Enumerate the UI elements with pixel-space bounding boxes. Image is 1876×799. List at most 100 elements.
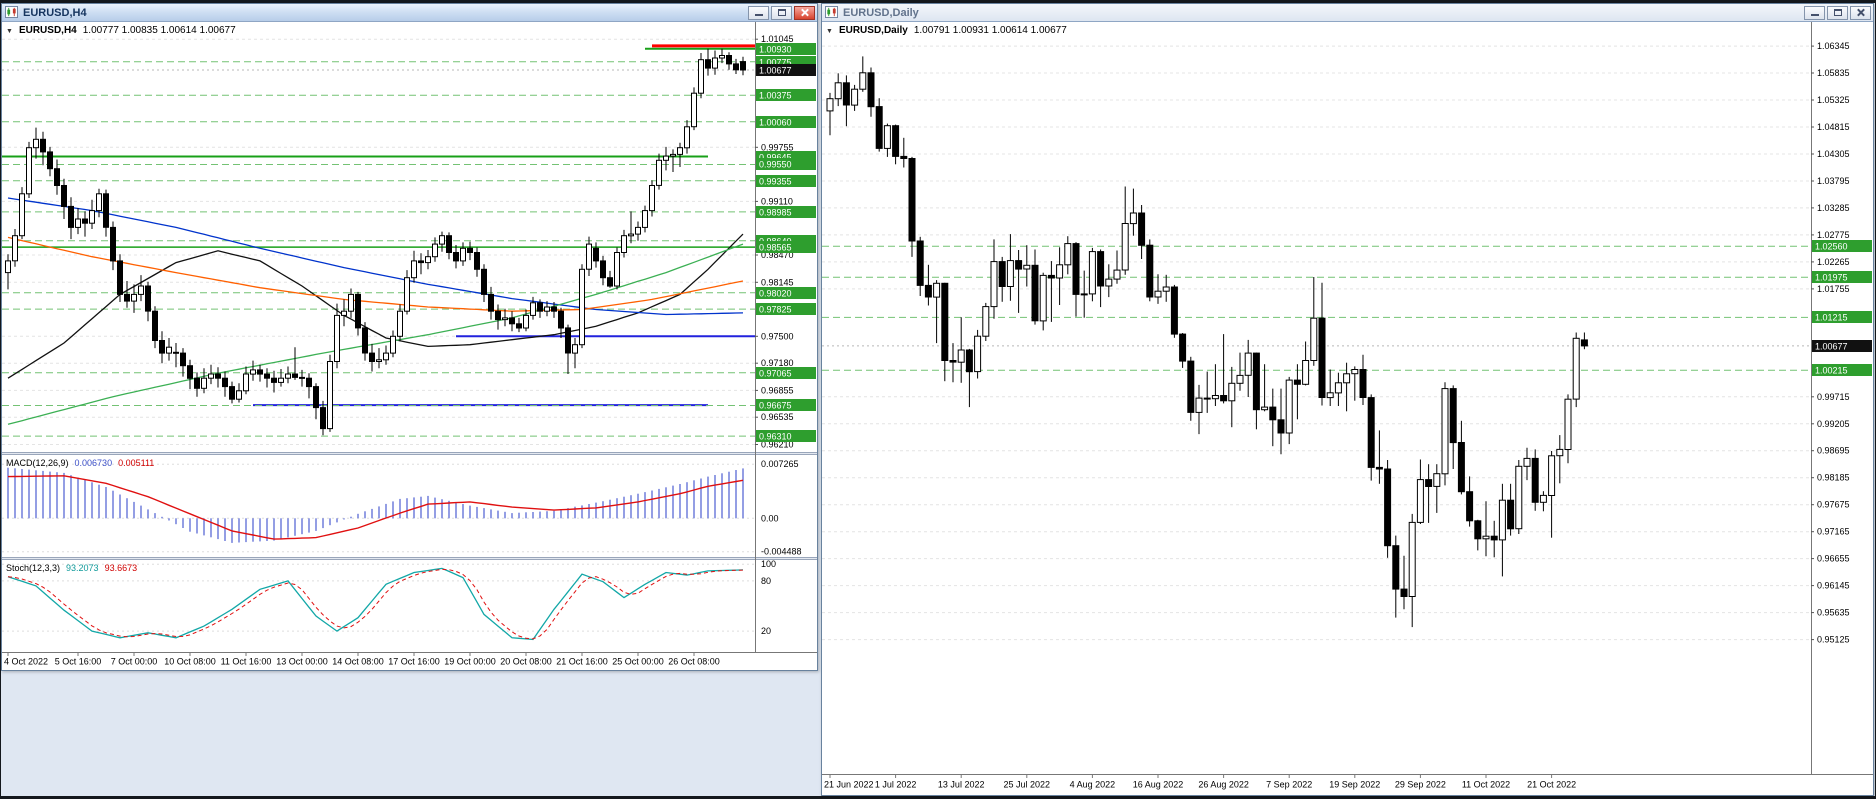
- window-title-daily: EURUSD,Daily: [843, 6, 919, 19]
- svg-text:0.96310: 0.96310: [759, 432, 792, 442]
- svg-text:1.05325: 1.05325: [1817, 95, 1850, 105]
- svg-text:0.97065: 0.97065: [759, 369, 792, 379]
- close-button[interactable]: [1850, 5, 1871, 20]
- macd-pane-separator[interactable]: [2, 452, 817, 455]
- chart-window-icon: [5, 6, 19, 19]
- svg-text:1.00775: 1.00775: [759, 58, 792, 68]
- svg-text:0.98695: 0.98695: [1817, 446, 1850, 456]
- svg-text:0.98985: 0.98985: [759, 208, 792, 218]
- svg-text:0.96855: 0.96855: [761, 385, 794, 395]
- svg-text:0.99755: 0.99755: [761, 142, 794, 152]
- maximize-button[interactable]: [771, 5, 792, 20]
- svg-text:1.04305: 1.04305: [1817, 149, 1850, 159]
- svg-text:0.96535: 0.96535: [761, 412, 794, 422]
- daily-time-scale[interactable]: [822, 775, 1811, 795]
- svg-text:25 Jul 2022: 25 Jul 2022: [1004, 780, 1051, 790]
- h4-time-scale[interactable]: [2, 652, 755, 670]
- svg-text:21 Oct 16:00: 21 Oct 16:00: [556, 657, 608, 667]
- svg-text:4 Oct 2022: 4 Oct 2022: [4, 657, 48, 667]
- svg-text:0.95125: 0.95125: [1817, 635, 1850, 645]
- svg-text:0.00: 0.00: [761, 513, 779, 523]
- maximize-icon: [777, 9, 786, 16]
- svg-text:1.04815: 1.04815: [1817, 122, 1850, 132]
- svg-text:0.97165: 0.97165: [1817, 527, 1850, 537]
- svg-text:1.01755: 1.01755: [1817, 284, 1850, 294]
- svg-text:1.02775: 1.02775: [1817, 230, 1850, 240]
- svg-text:80: 80: [761, 576, 771, 586]
- svg-text:0.96210: 0.96210: [761, 439, 794, 449]
- svg-text:1.03795: 1.03795: [1817, 176, 1850, 186]
- svg-text:20: 20: [761, 626, 771, 636]
- svg-text:1.00215: 1.00215: [1815, 366, 1848, 376]
- maximize-icon: [1833, 9, 1842, 16]
- daily-price-scale[interactable]: [1811, 22, 1873, 775]
- svg-text:1.01045: 1.01045: [761, 34, 794, 44]
- svg-text:1.03285: 1.03285: [1817, 203, 1850, 213]
- svg-text:0.98470: 0.98470: [761, 250, 794, 260]
- svg-text:11 Oct 16:00: 11 Oct 16:00: [221, 657, 272, 667]
- svg-text:1.02560: 1.02560: [1815, 242, 1848, 252]
- stoch-pane-separator[interactable]: [2, 557, 817, 560]
- svg-text:0.96655: 0.96655: [1817, 554, 1850, 564]
- svg-text:1.02265: 1.02265: [1817, 257, 1850, 267]
- minimize-icon: [754, 10, 763, 16]
- svg-text:0.96675: 0.96675: [759, 401, 792, 411]
- svg-text:0.97825: 0.97825: [759, 305, 792, 315]
- svg-text:4 Aug 2022: 4 Aug 2022: [1070, 780, 1116, 790]
- svg-text:1.05835: 1.05835: [1817, 68, 1850, 78]
- svg-text:7 Oct 00:00: 7 Oct 00:00: [111, 657, 158, 667]
- svg-text:13 Oct 00:00: 13 Oct 00:00: [276, 657, 328, 667]
- svg-text:0.99110: 0.99110: [761, 196, 793, 206]
- close-icon: [800, 8, 809, 17]
- maximize-button[interactable]: [1827, 5, 1848, 20]
- svg-text:0.98145: 0.98145: [761, 277, 794, 287]
- svg-text:1.00375: 1.00375: [759, 91, 792, 101]
- close-button[interactable]: [794, 5, 815, 20]
- minimize-button[interactable]: [1804, 5, 1825, 20]
- minimize-button[interactable]: [748, 5, 769, 20]
- chart-window-icon: [825, 6, 839, 19]
- h4-chart-area[interactable]: ▼ EURUSD,H4 1.00777 1.00835 1.00614 1.00…: [2, 22, 817, 670]
- svg-text:10 Oct 08:00: 10 Oct 08:00: [164, 657, 216, 667]
- svg-text:100: 100: [761, 559, 776, 569]
- svg-text:14 Oct 08:00: 14 Oct 08:00: [332, 657, 384, 667]
- svg-text:11 Oct 2022: 11 Oct 2022: [1462, 780, 1510, 790]
- svg-text:19 Oct 00:00: 19 Oct 00:00: [444, 657, 496, 667]
- svg-text:0.99205: 0.99205: [1817, 419, 1850, 429]
- svg-text:5 Oct 16:00: 5 Oct 16:00: [55, 657, 102, 667]
- svg-text:0.98020: 0.98020: [759, 289, 792, 299]
- svg-text:1.00677: 1.00677: [1815, 342, 1848, 352]
- svg-text:17 Oct 16:00: 17 Oct 16:00: [388, 657, 440, 667]
- svg-text:26 Aug 2022: 26 Aug 2022: [1198, 780, 1249, 790]
- window-title-h4: EURUSD,H4: [23, 6, 87, 19]
- svg-text:0.97500: 0.97500: [761, 331, 794, 341]
- svg-text:0.96145: 0.96145: [1817, 581, 1850, 591]
- chart-window-daily[interactable]: EURUSD,Daily ▼ EURUSD,Daily 1.00791 1.00…: [821, 3, 1874, 796]
- svg-text:0.98565: 0.98565: [759, 243, 792, 253]
- svg-text:25 Oct 00:00: 25 Oct 00:00: [612, 657, 664, 667]
- svg-text:19 Sep 2022: 19 Sep 2022: [1329, 780, 1380, 790]
- svg-text:0.95635: 0.95635: [1817, 608, 1850, 618]
- svg-text:1 Jul 2022: 1 Jul 2022: [875, 780, 917, 790]
- svg-text:0.99645: 0.99645: [759, 153, 792, 163]
- collapse-arrow-icon[interactable]: ▼: [6, 28, 13, 35]
- svg-text:0.97675: 0.97675: [1817, 500, 1850, 510]
- titlebar-h4[interactable]: EURUSD,H4: [2, 4, 817, 22]
- svg-text:29 Sep 2022: 29 Sep 2022: [1395, 780, 1446, 790]
- minimize-icon: [1810, 10, 1819, 16]
- svg-text:21 Oct 2022: 21 Oct 2022: [1527, 780, 1576, 790]
- svg-text:0.97180: 0.97180: [761, 358, 794, 368]
- collapse-arrow-icon[interactable]: ▼: [826, 28, 833, 35]
- close-icon: [1856, 8, 1865, 17]
- svg-text:20 Oct 08:00: 20 Oct 08:00: [500, 657, 552, 667]
- chart-window-h4[interactable]: EURUSD,H4 ▼ EURUSD,H4 1.00777 1.00835 1.…: [1, 3, 818, 671]
- svg-text:0.98185: 0.98185: [1817, 473, 1850, 483]
- svg-text:21 Jun 2022: 21 Jun 2022: [824, 780, 874, 790]
- svg-text:1.00060: 1.00060: [759, 118, 792, 128]
- titlebar-daily[interactable]: EURUSD,Daily: [822, 4, 1873, 22]
- svg-text:16 Aug 2022: 16 Aug 2022: [1133, 780, 1184, 790]
- svg-text:13 Jul 2022: 13 Jul 2022: [938, 780, 985, 790]
- svg-text:7 Sep 2022: 7 Sep 2022: [1266, 780, 1312, 790]
- daily-chart-area[interactable]: ▼ EURUSD,Daily 1.00791 1.00931 1.00614 1…: [822, 22, 1873, 795]
